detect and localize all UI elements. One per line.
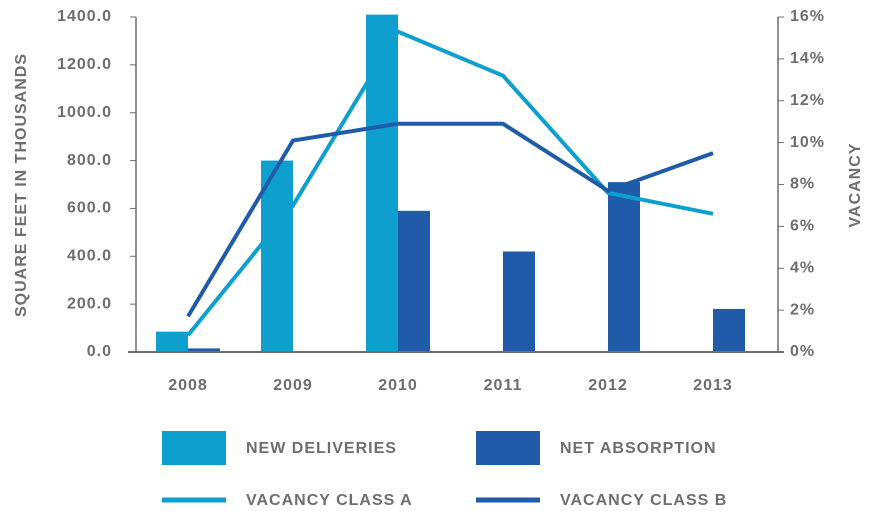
bar xyxy=(261,160,293,352)
bar xyxy=(188,348,220,352)
y2-tick-label: 8% xyxy=(790,176,815,193)
y-tick-label: 200.0 xyxy=(67,295,112,312)
y-tick-label: 1400.0 xyxy=(57,8,112,25)
y-tick-label: 1200.0 xyxy=(57,56,112,73)
legend-swatch xyxy=(476,431,540,465)
y-tick-label: 800.0 xyxy=(67,152,112,169)
line xyxy=(186,29,714,337)
y2-tick-label: 14% xyxy=(790,50,825,67)
x-tick-label: 2009 xyxy=(273,377,313,394)
y2-axis-title: VACANCY xyxy=(847,143,864,228)
y-tick-label: 600.0 xyxy=(67,200,112,217)
y-tick-label: 1000.0 xyxy=(57,104,112,121)
bar xyxy=(366,14,398,352)
y-tick-label: 400.0 xyxy=(67,248,112,265)
y-axis-title: SQUARE FEET IN THOUSANDS xyxy=(13,53,30,317)
legend-label: NET ABSORPTION xyxy=(560,440,717,457)
y2-tick-label: 2% xyxy=(790,301,815,318)
legend-label: NEW DELIVERIES xyxy=(246,440,397,457)
y2-tick-label: 16% xyxy=(790,8,825,25)
bar xyxy=(713,308,745,352)
y2-tick-label: 0% xyxy=(790,343,815,360)
x-tick-label: 2013 xyxy=(693,377,733,394)
bar xyxy=(156,331,188,352)
x-tick-label: 2012 xyxy=(588,377,628,394)
legend-label: VACANCY CLASS B xyxy=(560,492,727,509)
bar xyxy=(398,210,430,352)
y2-tick-label: 4% xyxy=(790,259,815,276)
x-tick-label: 2008 xyxy=(168,377,208,394)
x-tick-label: 2010 xyxy=(378,377,418,394)
y2-tick-label: 6% xyxy=(790,218,815,235)
y2-tick-label: 10% xyxy=(790,134,825,151)
bar xyxy=(608,182,640,352)
x-tick-label: 2011 xyxy=(484,377,523,394)
y-tick-label: 0.0 xyxy=(87,343,112,360)
y2-tick-label: 12% xyxy=(790,92,825,109)
legend-label: VACANCY CLASS A xyxy=(246,492,413,509)
bar xyxy=(503,251,535,352)
line xyxy=(186,121,714,318)
legend-swatch xyxy=(162,431,226,465)
